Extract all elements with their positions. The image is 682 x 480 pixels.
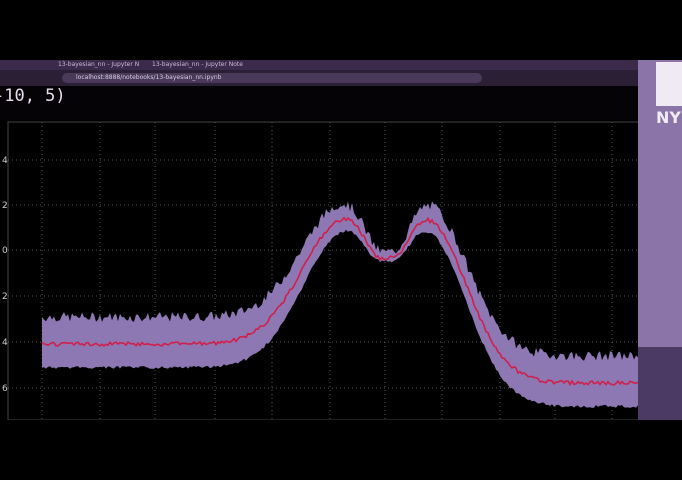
address-bar: localhost:8888/notebooks/13-bayesian_nn.… [0, 70, 640, 86]
webcam-shadow [638, 347, 682, 420]
url[interactable]: localhost:8888/notebooks/13-bayesian_nn.… [62, 73, 482, 83]
uncertainty-band [42, 201, 638, 408]
tab-strip: 13-bayesian_nn - Jupyter N 13-bayesian_n… [0, 60, 640, 70]
y-tick-label: 2 [2, 201, 8, 211]
tab[interactable]: 13-bayesian_nn - Jupyter N [58, 61, 140, 68]
curves [41, 201, 639, 408]
plot: 4 2 0 2 4 6 [2, 121, 640, 420]
y-tick-label: 2 [2, 292, 8, 302]
code-cell: -10, 5) [0, 86, 640, 120]
logo-box [656, 62, 682, 106]
mean-line [41, 216, 639, 387]
logo: NY [656, 108, 681, 127]
y-tick-label: 4 [2, 156, 8, 166]
tab[interactable]: 13-bayesian_nn - Jupyter Note [152, 61, 243, 68]
y-tick-label: 6 [2, 384, 8, 394]
webcam: NY [638, 60, 682, 420]
y-tick-label: 0 [2, 246, 8, 256]
code-line: -10, 5) [0, 86, 66, 106]
y-tick-label: 4 [2, 338, 8, 348]
